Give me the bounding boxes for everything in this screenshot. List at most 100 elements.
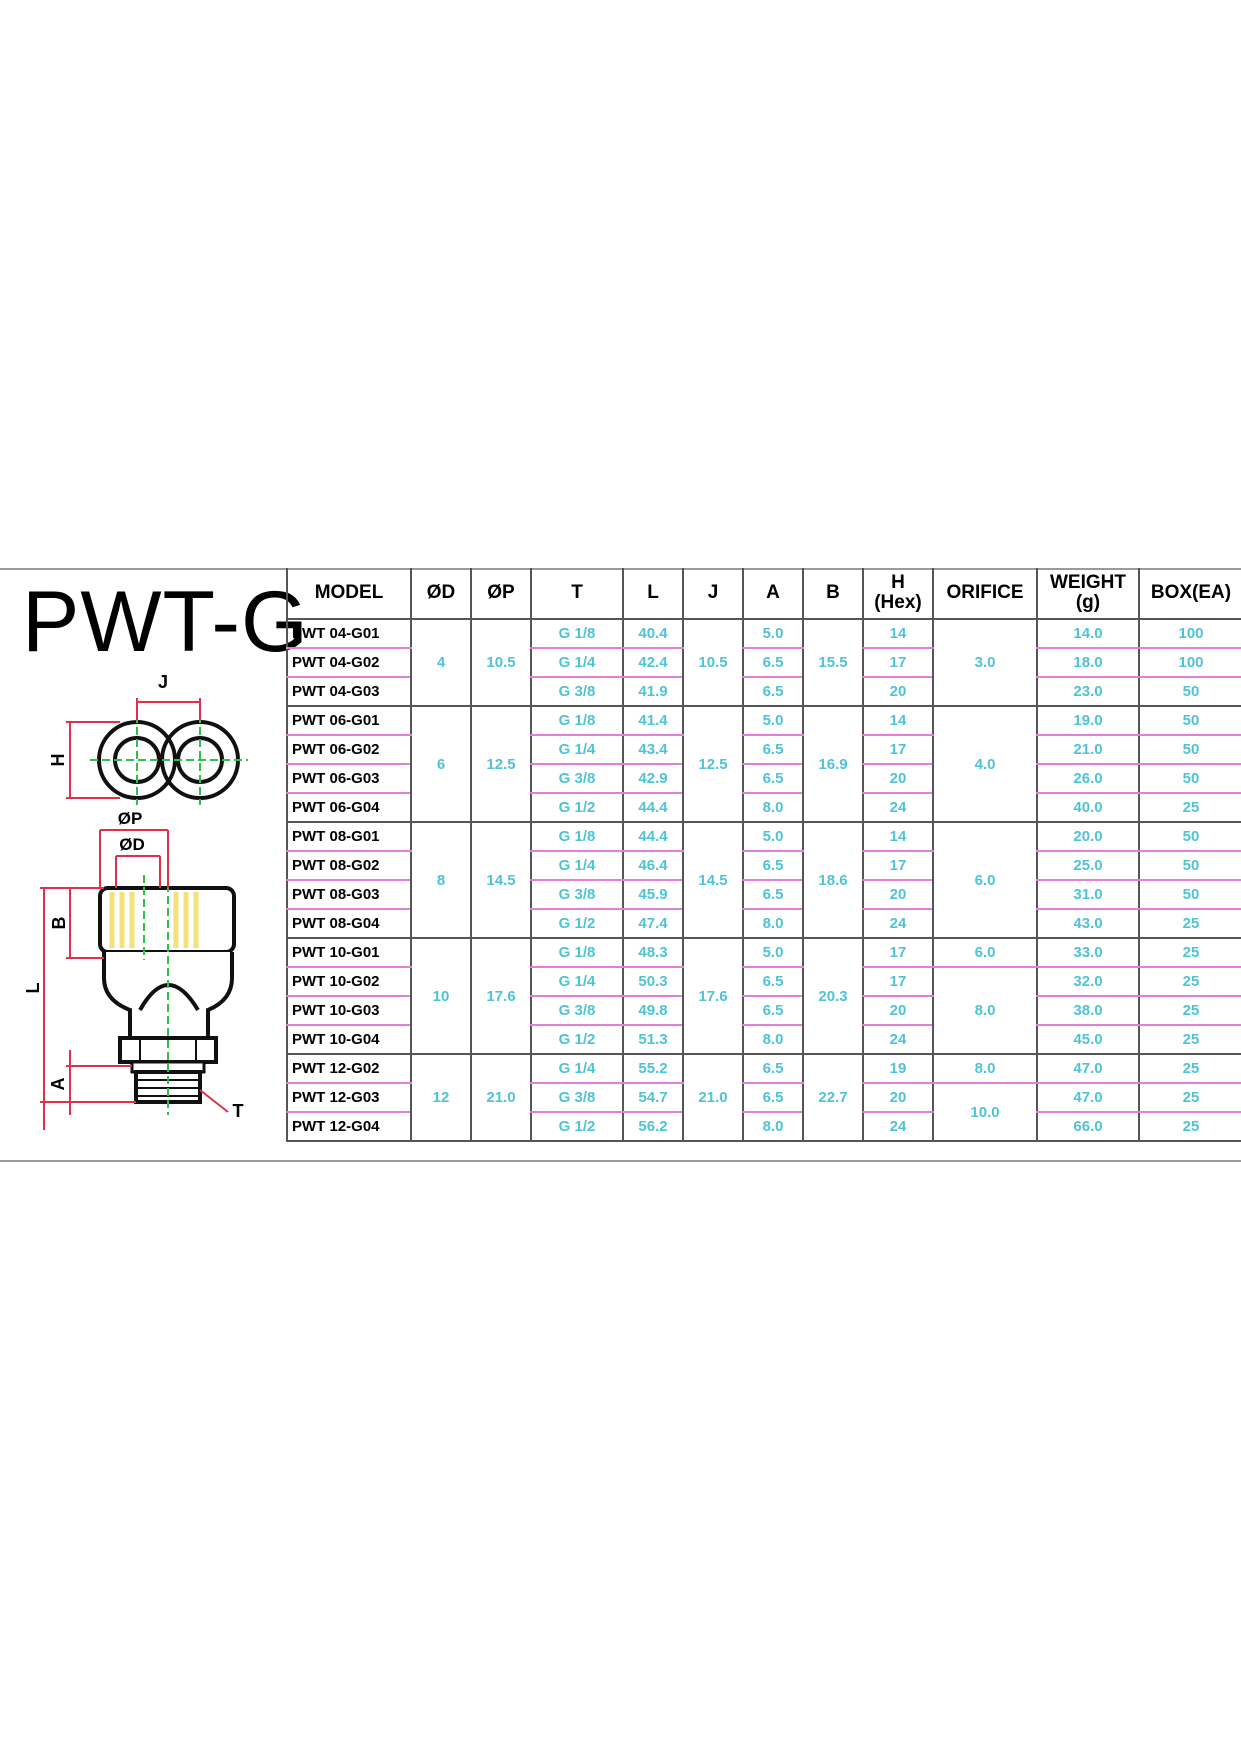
cell-weight: 47.0: [1036, 1054, 1139, 1084]
cell-a: 8.0: [742, 793, 803, 823]
cell-t: G 1/4: [530, 648, 623, 678]
dim-op-od: [99, 829, 169, 888]
cell-weight: 32.0: [1036, 967, 1139, 997]
cell-a: 6.5: [742, 996, 803, 1026]
cell-t: G 1/8: [530, 619, 623, 649]
header-box: BOX(EA): [1138, 568, 1241, 620]
cell-h: 14: [862, 619, 933, 649]
cell-model: PWT 06-G02: [286, 735, 411, 765]
cell-weight: 40.0: [1036, 793, 1139, 823]
cell-op: 14.5: [470, 822, 531, 939]
cell-l: 47.4: [622, 909, 683, 939]
cell-a: 6.5: [742, 764, 803, 794]
cell-model: PWT 08-G04: [286, 909, 411, 939]
cell-orifice: 3.0: [932, 619, 1037, 707]
label-od: ØD: [119, 835, 145, 854]
cell-l: 44.4: [622, 793, 683, 823]
top-centerlines: [90, 715, 248, 805]
cell-box: 50: [1138, 880, 1241, 910]
cell-orifice: 8.0: [932, 1054, 1037, 1084]
cell-box: 25: [1138, 909, 1241, 939]
cell-a: 6.5: [742, 735, 803, 765]
cell-box: 50: [1138, 677, 1241, 707]
table-row: PWT 10-G03 G 3/8 49.8 6.5 20 38.0 25: [286, 996, 1241, 1026]
cell-l: 49.8: [622, 996, 683, 1026]
cell-l: 48.3: [622, 938, 683, 968]
cell-box: 25: [1138, 938, 1241, 968]
cell-a: 6.5: [742, 967, 803, 997]
label-op: ØP: [118, 809, 143, 828]
cell-l: 42.9: [622, 764, 683, 794]
cell-a: 6.5: [742, 880, 803, 910]
cell-model: PWT 04-G01: [286, 619, 411, 649]
dim-t: [199, 1089, 229, 1113]
side-centerlines: [143, 860, 169, 1115]
table-row: PWT 12-G02 12 21.0 G 1/4 55.2 21.0 6.5 22.7 19 8.…: [286, 1054, 1241, 1142]
cell-l: 50.3: [622, 967, 683, 997]
cell-weight: 31.0: [1036, 880, 1139, 910]
table-row: PWT 06-G03 G 3/8 42.9 6.5 20 26.0 50: [286, 764, 1241, 794]
cell-l: 56.2: [622, 1112, 683, 1142]
cell-weight: 14.0: [1036, 619, 1139, 649]
cell-h: 14: [862, 706, 933, 736]
cell-od: 8: [410, 822, 471, 939]
cell-op: 17.6: [470, 938, 531, 1055]
table-row: PWT 08-G04 G 1/2 47.4 8.0 24 43.0 25: [286, 909, 1241, 939]
cell-t: G 3/8: [530, 764, 623, 794]
dim-l: [40, 887, 136, 1130]
cell-weight: 21.0: [1036, 735, 1139, 765]
cell-l: 44.4: [622, 822, 683, 852]
cell-t: G 1/8: [530, 938, 623, 968]
cell-a: 5.0: [742, 619, 803, 649]
dim-b: [66, 887, 104, 959]
cell-h: 24: [862, 909, 933, 939]
cell-h: 20: [862, 677, 933, 707]
cell-model: PWT 04-G02: [286, 648, 411, 678]
cell-h: 20: [862, 764, 933, 794]
cell-model: PWT 12-G04: [286, 1112, 411, 1142]
table-row: PWT 12-G03 G 3/8 54.7 6.5 20 10.0 47.0 25: [286, 1083, 1241, 1142]
cell-model: PWT 10-G04: [286, 1025, 411, 1055]
cell-weight: 23.0: [1036, 677, 1139, 707]
cell-weight: 25.0: [1036, 851, 1139, 881]
cell-h: 24: [862, 1025, 933, 1055]
cell-t: G 1/8: [530, 822, 623, 852]
cell-model: PWT 10-G03: [286, 996, 411, 1026]
cell-weight: 33.0: [1036, 938, 1139, 968]
cell-model: PWT 06-G04: [286, 793, 411, 823]
table-row: PWT 10-G01 10 17.6 G 1/8 48.3 17.6 5.0 20.3 17 6.…: [286, 938, 1241, 1055]
header-op: ØP: [470, 568, 531, 620]
label-j: J: [158, 672, 168, 692]
table-row: PWT 08-G02 G 1/4 46.4 6.5 17 25.0 50: [286, 851, 1241, 881]
cell-a: 6.5: [742, 1083, 803, 1113]
cell-h: 17: [862, 938, 933, 968]
header-weight-line2: (g): [1075, 592, 1101, 613]
cell-orifice: 8.0: [932, 967, 1037, 1055]
cell-orifice: 6.0: [932, 822, 1037, 939]
cell-op: 12.5: [470, 706, 531, 823]
table-row: PWT 04-G02 G 1/4 42.4 6.5 17 18.0 100: [286, 648, 1241, 678]
cell-box: 25: [1138, 1112, 1241, 1142]
cell-a: 8.0: [742, 909, 803, 939]
cell-a: 5.0: [742, 938, 803, 968]
cell-od: 12: [410, 1054, 471, 1142]
cell-l: 46.4: [622, 851, 683, 881]
table-row: PWT 12-G04 G 1/2 56.2 8.0 24 66.0 25: [286, 1112, 1241, 1142]
cell-b: 22.7: [802, 1054, 863, 1142]
cell-box: 25: [1138, 1025, 1241, 1055]
cell-model: PWT 12-G03: [286, 1083, 411, 1113]
cell-l: 41.9: [622, 677, 683, 707]
cell-l: 41.4: [622, 706, 683, 736]
cell-model: PWT 10-G01: [286, 938, 411, 968]
cell-model: PWT 04-G03: [286, 677, 411, 707]
cell-model: PWT 08-G03: [286, 880, 411, 910]
cell-weight: 47.0: [1036, 1083, 1139, 1113]
cell-t: G 1/4: [530, 1054, 623, 1084]
cell-box: 25: [1138, 1083, 1241, 1113]
header-a: A: [742, 568, 803, 620]
cell-b: 18.6: [802, 822, 863, 939]
header-model: MODEL: [286, 568, 411, 620]
cell-box: 100: [1138, 619, 1241, 649]
cell-t: G 1/4: [530, 735, 623, 765]
cell-orifice: 6.0: [932, 938, 1037, 968]
